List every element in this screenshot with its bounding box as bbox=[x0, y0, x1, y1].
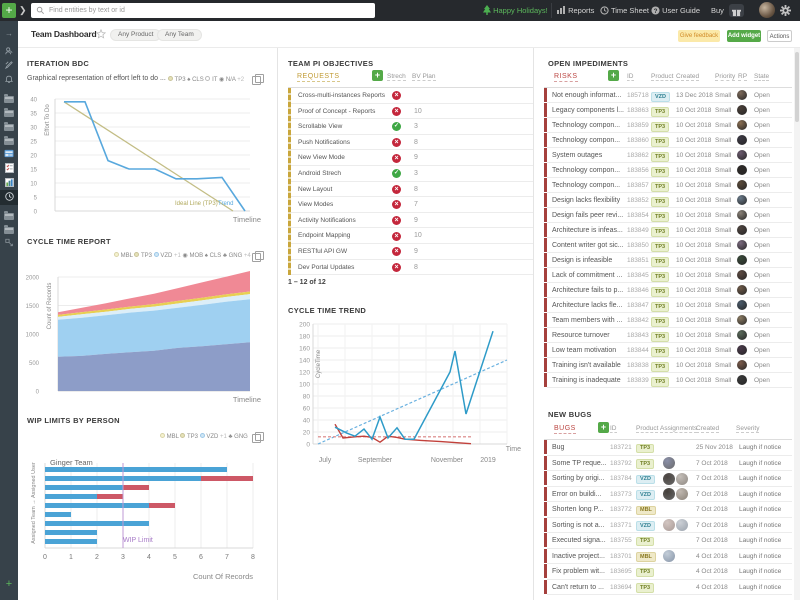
svg-text:Effort To Do: Effort To Do bbox=[45, 104, 51, 136]
svg-text:100: 100 bbox=[299, 382, 310, 389]
svg-text:180: 180 bbox=[299, 334, 310, 341]
svg-text:1500: 1500 bbox=[26, 304, 40, 310]
svg-text:20: 20 bbox=[30, 154, 37, 160]
svg-text:6: 6 bbox=[199, 554, 203, 561]
svg-text:25: 25 bbox=[30, 140, 37, 146]
svg-text:40: 40 bbox=[303, 418, 311, 425]
svg-text:15: 15 bbox=[30, 168, 37, 174]
svg-text:WIP Limit: WIP Limit bbox=[123, 537, 153, 544]
svg-text:60: 60 bbox=[303, 406, 311, 413]
svg-text:30: 30 bbox=[30, 126, 37, 132]
svg-text:Trend: Trend bbox=[218, 201, 233, 207]
svg-text:1000: 1000 bbox=[26, 333, 40, 339]
svg-text:0: 0 bbox=[43, 554, 47, 561]
svg-text:200: 200 bbox=[299, 322, 310, 329]
svg-text:November: November bbox=[431, 457, 464, 464]
svg-text:3: 3 bbox=[121, 554, 125, 561]
svg-text:35: 35 bbox=[30, 112, 37, 118]
svg-text:20: 20 bbox=[303, 430, 311, 437]
svg-text:140: 140 bbox=[299, 358, 310, 365]
svg-text:10: 10 bbox=[30, 182, 37, 188]
svg-text:CycleTime: CycleTime bbox=[316, 349, 322, 378]
svg-text:?: ? bbox=[654, 7, 658, 14]
svg-text:Time: Time bbox=[506, 446, 521, 453]
svg-text:0: 0 bbox=[34, 210, 38, 216]
svg-text:500: 500 bbox=[29, 361, 40, 367]
svg-text:Count of Records: Count of Records bbox=[47, 283, 53, 330]
svg-text:2: 2 bbox=[95, 554, 99, 561]
svg-text:80: 80 bbox=[303, 394, 311, 401]
svg-text:5: 5 bbox=[34, 196, 38, 202]
svg-text:Timeline: Timeline bbox=[233, 215, 261, 224]
svg-text:Ginger Team: Ginger Team bbox=[50, 458, 93, 467]
svg-text:4: 4 bbox=[147, 554, 151, 561]
svg-text:5: 5 bbox=[173, 554, 177, 561]
svg-text:0: 0 bbox=[306, 442, 310, 449]
svg-text:8: 8 bbox=[251, 554, 255, 561]
svg-text:Assigned Team → Assigned User: Assigned Team → Assigned User bbox=[31, 462, 37, 544]
svg-text:Ideal Line (TP3): Ideal Line (TP3) bbox=[175, 201, 218, 207]
svg-text:1: 1 bbox=[69, 554, 73, 561]
svg-text:40: 40 bbox=[30, 98, 37, 104]
svg-text:0: 0 bbox=[36, 390, 40, 396]
svg-text:7: 7 bbox=[225, 554, 229, 561]
svg-text:160: 160 bbox=[299, 346, 310, 353]
svg-text:Timeline: Timeline bbox=[233, 395, 261, 404]
svg-text:Count Of Records: Count Of Records bbox=[193, 572, 253, 581]
svg-text:120: 120 bbox=[299, 370, 310, 377]
svg-text:September: September bbox=[358, 457, 393, 464]
svg-text:2000: 2000 bbox=[26, 276, 40, 282]
svg-text:July: July bbox=[319, 457, 332, 464]
svg-text:2019: 2019 bbox=[480, 457, 496, 464]
